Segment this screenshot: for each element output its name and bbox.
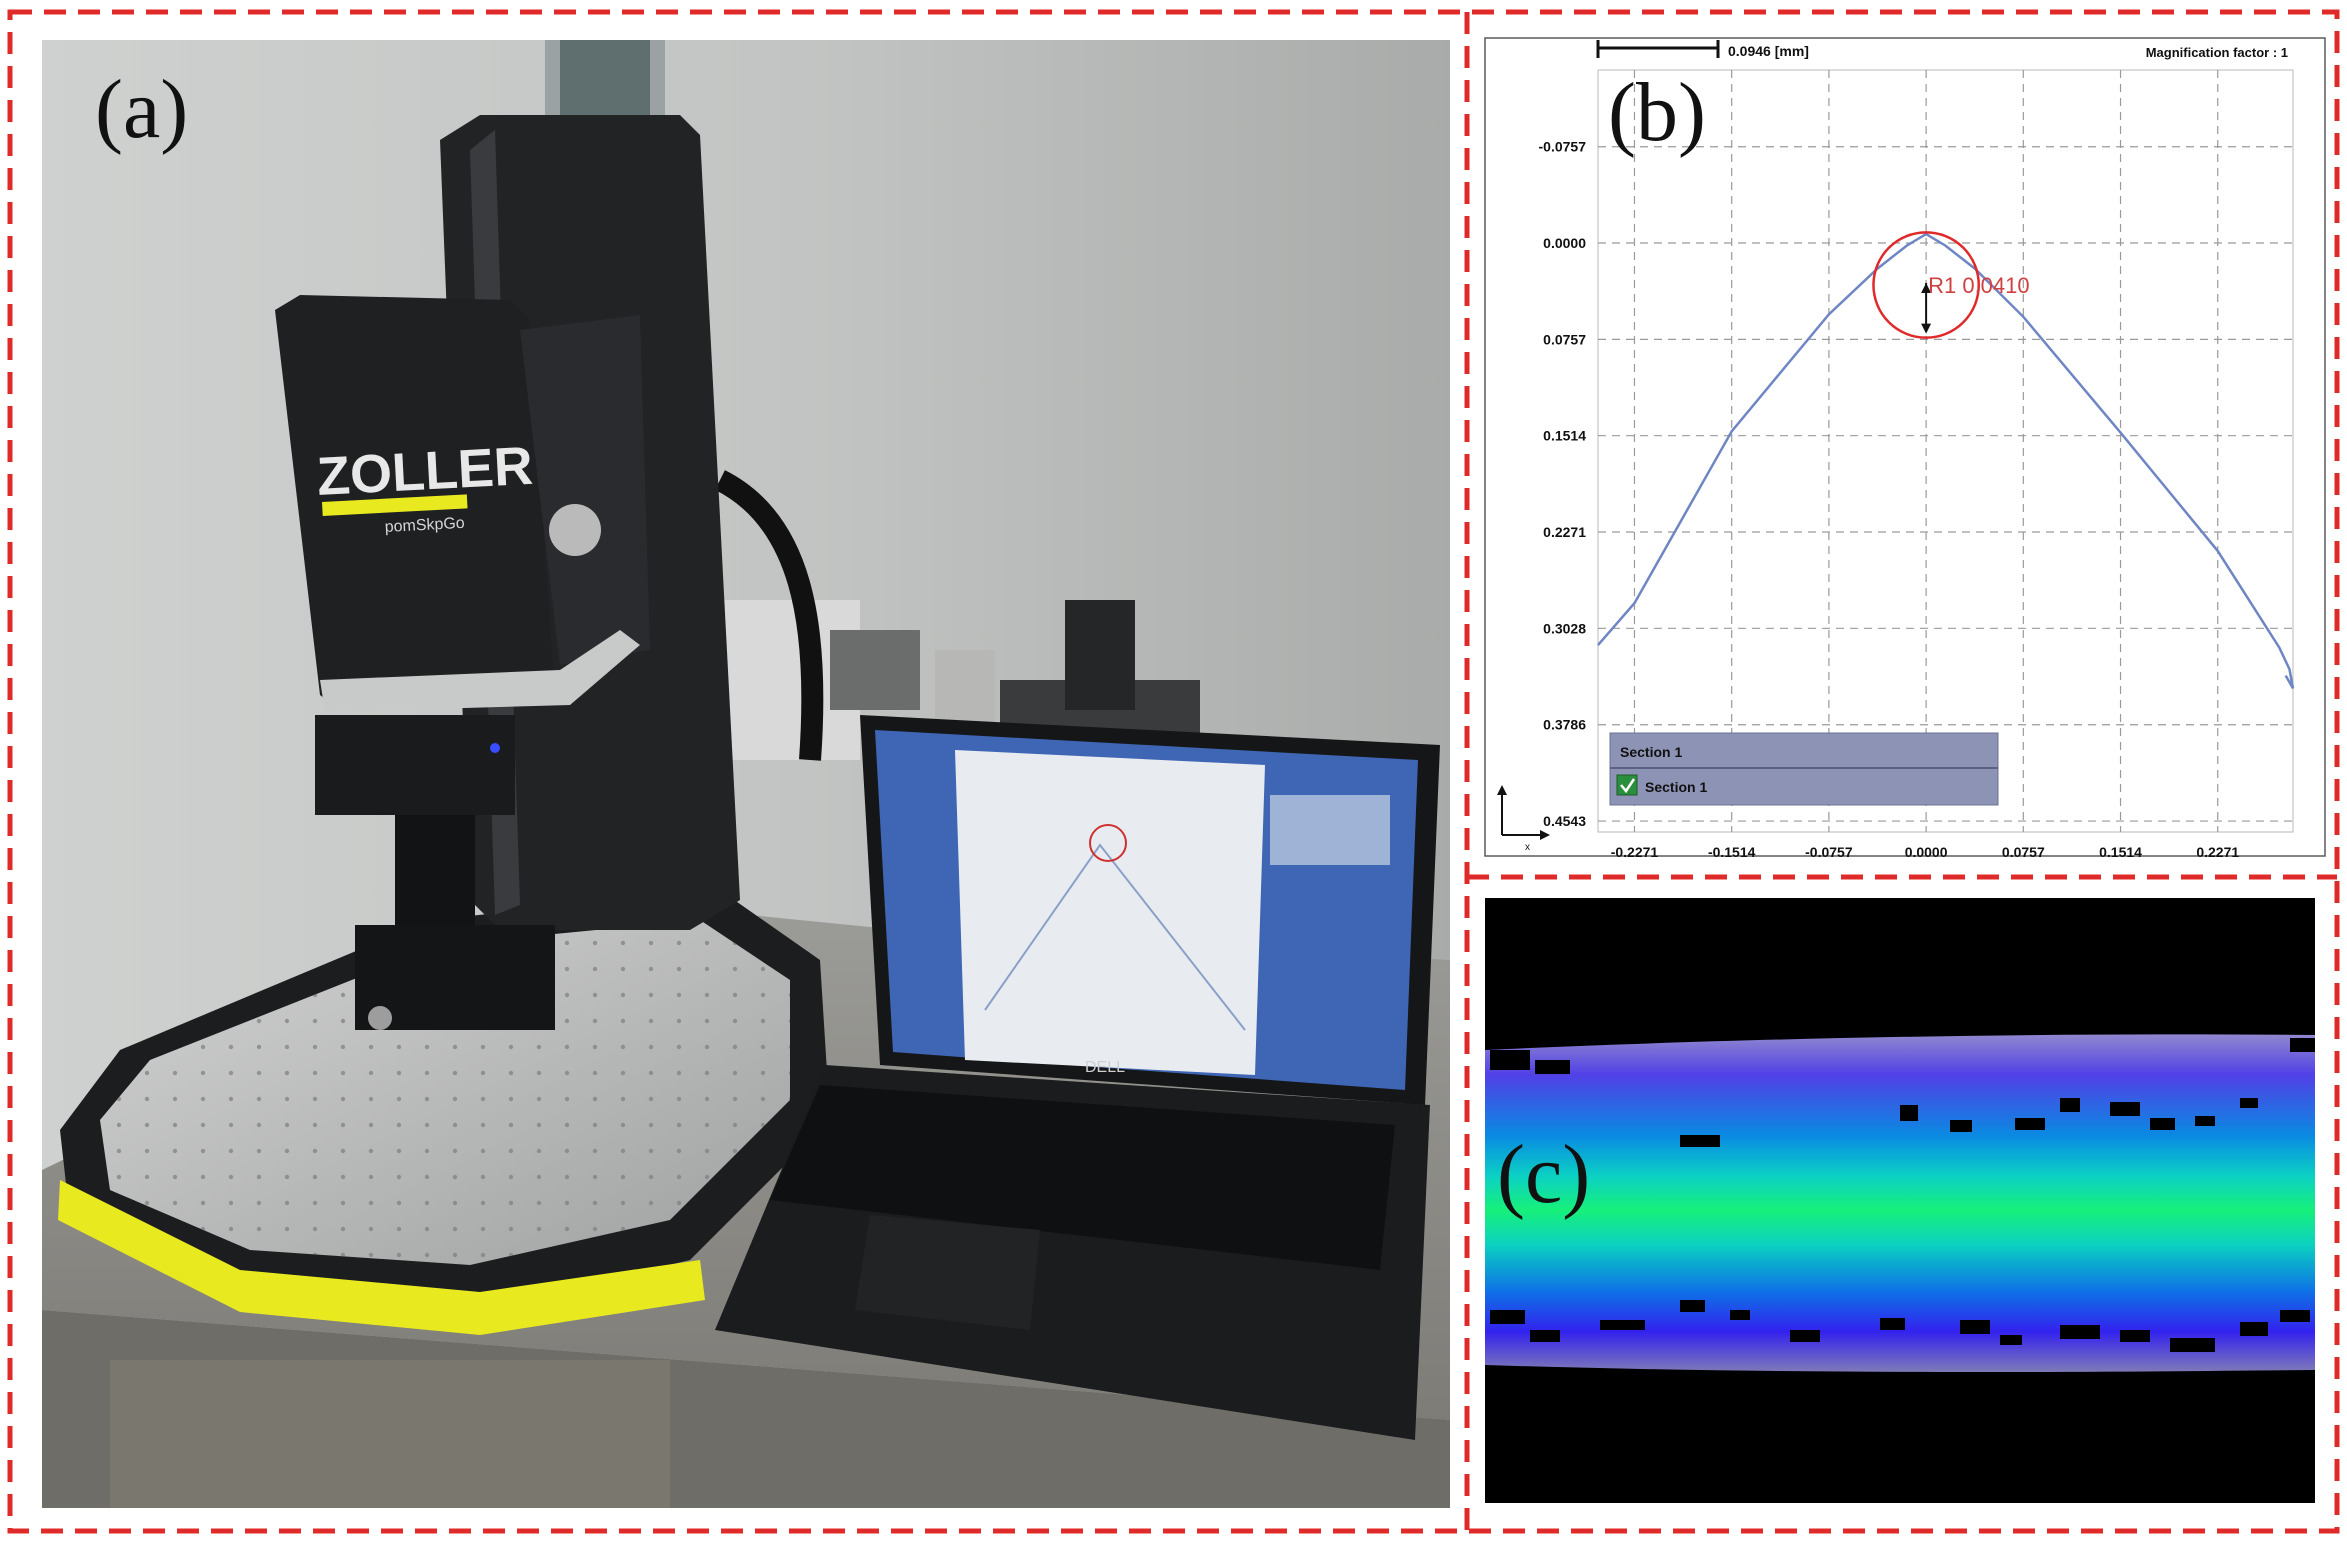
- section-item: Section 1: [1645, 779, 1707, 795]
- x-tick-label: 0.2271: [2196, 844, 2239, 860]
- magnification-label: Magnification factor : 1: [2146, 45, 2288, 60]
- optic-barrel: [395, 815, 475, 925]
- laptop-screen-curve: [984, 843, 1246, 1031]
- head-mount: [520, 315, 650, 665]
- section-header: Section 1: [1620, 744, 1682, 760]
- window-glass: [560, 40, 650, 120]
- radius-arrowhead-bottom: [1921, 323, 1932, 334]
- focus-knob: [549, 504, 601, 556]
- y-tick-label: 0.0000: [1543, 235, 1586, 251]
- gridlines: [1598, 70, 2293, 832]
- y-tick-label: 0.0757: [1543, 331, 1586, 347]
- cable: [714, 470, 824, 761]
- y-tick-labels: -0.0757 0.0000 0.0757 0.1514 0.2271 0.3028 0.3…: [1539, 139, 1587, 829]
- y-tick-label: 0.3786: [1543, 717, 1586, 733]
- panel-label-a: (a): [95, 63, 188, 156]
- laptop-touchpad: [855, 1215, 1040, 1330]
- y-tick-label: 0.4543: [1543, 813, 1586, 829]
- panel-c-heightmap: [1485, 898, 2315, 1503]
- panel-b-plot: -0.0757 0.0000 0.0757 0.1514 0.2271 0.3028 0.3…: [1484, 37, 2326, 860]
- panel-frames: [7, 9, 2340, 1534]
- section-legend: [1609, 732, 1999, 806]
- head-band: [320, 630, 640, 712]
- laptop-dell-logo: DELL: [1085, 1059, 1125, 1076]
- y-tick-label: 0.2271: [1543, 524, 1586, 540]
- heightmap-dropouts: [1490, 1038, 2315, 1352]
- zoller-yellow-stripe: [322, 494, 468, 516]
- base-plate-holes: [100, 920, 790, 1265]
- outer-frame: [7, 9, 2340, 1534]
- x-tick-label: -0.2271: [1611, 844, 1659, 860]
- scale-bar-label: 0.0946 [mm]: [1728, 43, 1809, 59]
- zoller-logo: ZOLLER: [315, 436, 534, 507]
- radius-label: R1 0.0410: [1928, 273, 2030, 298]
- laptop-keyboard: [770, 1085, 1395, 1270]
- check-icon: [1620, 778, 1636, 794]
- laptop-screen-window: [955, 750, 1265, 1075]
- x-tick-label: 0.0757: [2002, 844, 2045, 860]
- plot-area: [1597, 69, 2294, 833]
- coord-arrow-up-icon: [1497, 785, 1507, 795]
- bg-lamp: [935, 650, 995, 730]
- laptop-screen-circle: [1089, 824, 1127, 862]
- stage-knob: [368, 1006, 392, 1030]
- y-tick-label: -0.0757: [1539, 139, 1587, 155]
- section-checkbox[interactable]: [1616, 774, 1638, 796]
- product-label: pomSkpGo: [384, 515, 465, 536]
- blue-led: [490, 743, 500, 753]
- x-tick-label: 0.1514: [2099, 844, 2142, 860]
- panel-a-photo: ZOLLER pomSkpGo DELL: [42, 40, 1450, 1508]
- cabinet-door: [110, 1360, 670, 1508]
- panel-label-b: (b): [1608, 66, 1706, 159]
- coord-arrow-right-icon: [1540, 830, 1550, 840]
- laptop: DELL: [715, 715, 1440, 1440]
- laptop-toolbar: [1270, 795, 1390, 865]
- yellow-trim: [58, 1180, 705, 1335]
- x-tick-label: -0.0757: [1805, 844, 1853, 860]
- x-tick-label: 0.0000: [1905, 844, 1948, 860]
- panel-label-c: (c): [1497, 1128, 1590, 1221]
- heightmap-band: [1485, 1034, 2315, 1373]
- x-tick-labels: -0.2271 -0.1514 -0.0757 0.0000 0.0757 0.1514 0…: [1611, 844, 2240, 860]
- optic-block: [315, 715, 515, 815]
- y-tick-label: 0.3028: [1543, 620, 1586, 636]
- coord-axis-x-label: x: [1525, 842, 1530, 853]
- y-tick-label: 0.1514: [1543, 428, 1586, 444]
- x-tick-label: -0.1514: [1708, 844, 1756, 860]
- radius-arrowhead-top: [1921, 283, 1932, 294]
- bg-stage-top: [1065, 600, 1135, 710]
- fit-circle: [1872, 231, 1981, 339]
- bg-device: [830, 630, 920, 710]
- profile-curve: [1597, 232, 2295, 690]
